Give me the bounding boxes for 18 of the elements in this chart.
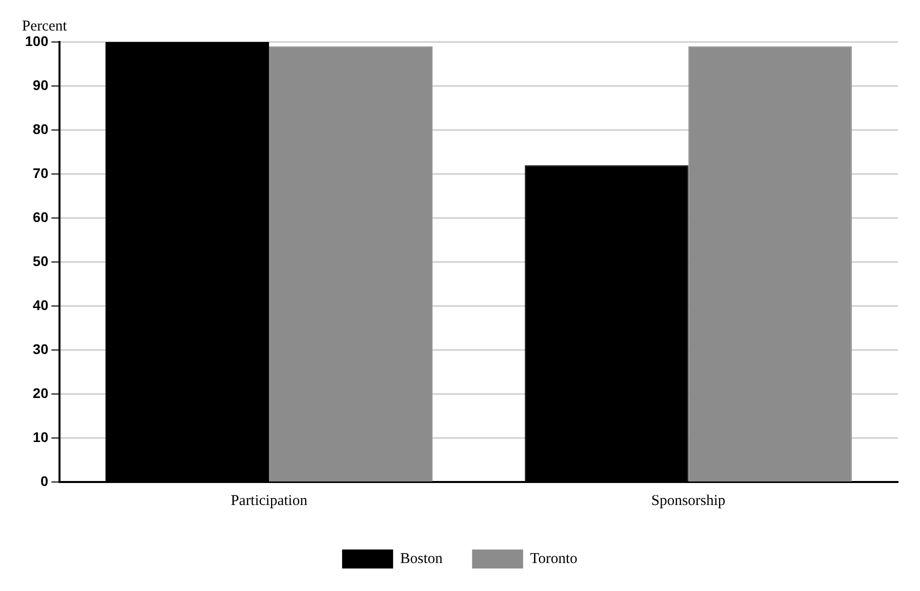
y-axis-title: Percent — [22, 18, 68, 34]
y-tick-label: 60 — [32, 208, 49, 225]
y-tick-label: 90 — [32, 76, 49, 93]
y-tick-label: 40 — [32, 296, 49, 313]
y-tick-label: 80 — [32, 120, 49, 137]
legend-label: Boston — [400, 550, 444, 567]
y-tick-label: 0 — [40, 472, 49, 489]
bar — [269, 46, 433, 482]
y-tick-label: 10 — [32, 428, 49, 445]
y-tick-label: 100 — [25, 32, 49, 49]
bar — [688, 46, 852, 482]
y-tick-label: 20 — [32, 384, 49, 401]
x-tick-label: Participation — [230, 492, 308, 509]
x-tick-label: Sponsorship — [651, 492, 726, 509]
legend-label: Toronto — [530, 550, 578, 567]
y-tick-label: 30 — [32, 340, 49, 357]
y-tick-label: 70 — [32, 164, 49, 181]
y-tick-label: 50 — [32, 252, 49, 269]
